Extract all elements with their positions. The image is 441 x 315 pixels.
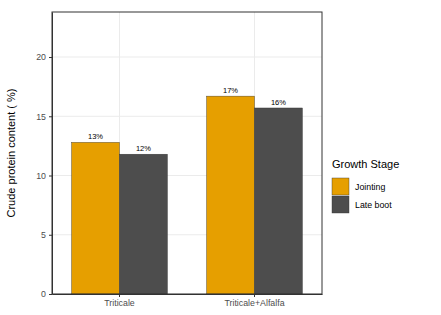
bars xyxy=(72,96,303,294)
legend: Growth Stage Jointing Late boot xyxy=(332,158,399,213)
y-axis-title: Crude protein content ( %) xyxy=(5,88,17,217)
grid-line xyxy=(52,57,322,58)
plot: 13% 17% 12% 16% 0 5 10 15 20 Triticale Triticale+A… xyxy=(36,12,322,308)
bar xyxy=(255,108,303,294)
tick: 15 xyxy=(36,112,52,122)
x-axis: Triticale Triticale+Alfalfa xyxy=(53,294,323,308)
tick: Triticale+Alfalfa xyxy=(224,294,284,308)
data-labels: 13% 17% 12% 16% xyxy=(88,86,286,153)
tick-label: 10 xyxy=(36,171,46,181)
tick-label: 15 xyxy=(36,112,46,122)
data-label: 16% xyxy=(271,98,286,107)
tick-label: Triticale xyxy=(104,298,135,308)
legend-key xyxy=(332,196,349,213)
tick: 0 xyxy=(41,289,52,299)
bar xyxy=(120,154,168,294)
legend-label: Late boot xyxy=(355,200,392,210)
tick: 5 xyxy=(41,230,52,240)
bar xyxy=(72,142,120,294)
legend-key xyxy=(332,178,349,195)
data-label: 17% xyxy=(223,86,238,95)
tick-label: 5 xyxy=(41,230,46,240)
tick-label: 0 xyxy=(41,289,46,299)
tick: Triticale xyxy=(104,294,135,308)
tick: 20 xyxy=(36,52,52,62)
chart: 13% 17% 12% 16% 0 5 10 15 20 Triticale Triticale+A… xyxy=(0,0,441,315)
y-axis: 0 5 10 15 20 xyxy=(36,13,52,300)
legend-label: Jointing xyxy=(355,182,385,192)
data-label: 13% xyxy=(88,132,103,141)
grid xyxy=(52,12,322,294)
panel xyxy=(52,12,322,294)
tick-label: Triticale+Alfalfa xyxy=(224,298,284,308)
bar xyxy=(207,96,255,294)
legend-title: Growth Stage xyxy=(332,158,399,170)
tick-label: 20 xyxy=(36,52,46,62)
tick: 10 xyxy=(36,171,52,181)
panel-border xyxy=(52,12,322,294)
data-label: 12% xyxy=(136,144,151,153)
